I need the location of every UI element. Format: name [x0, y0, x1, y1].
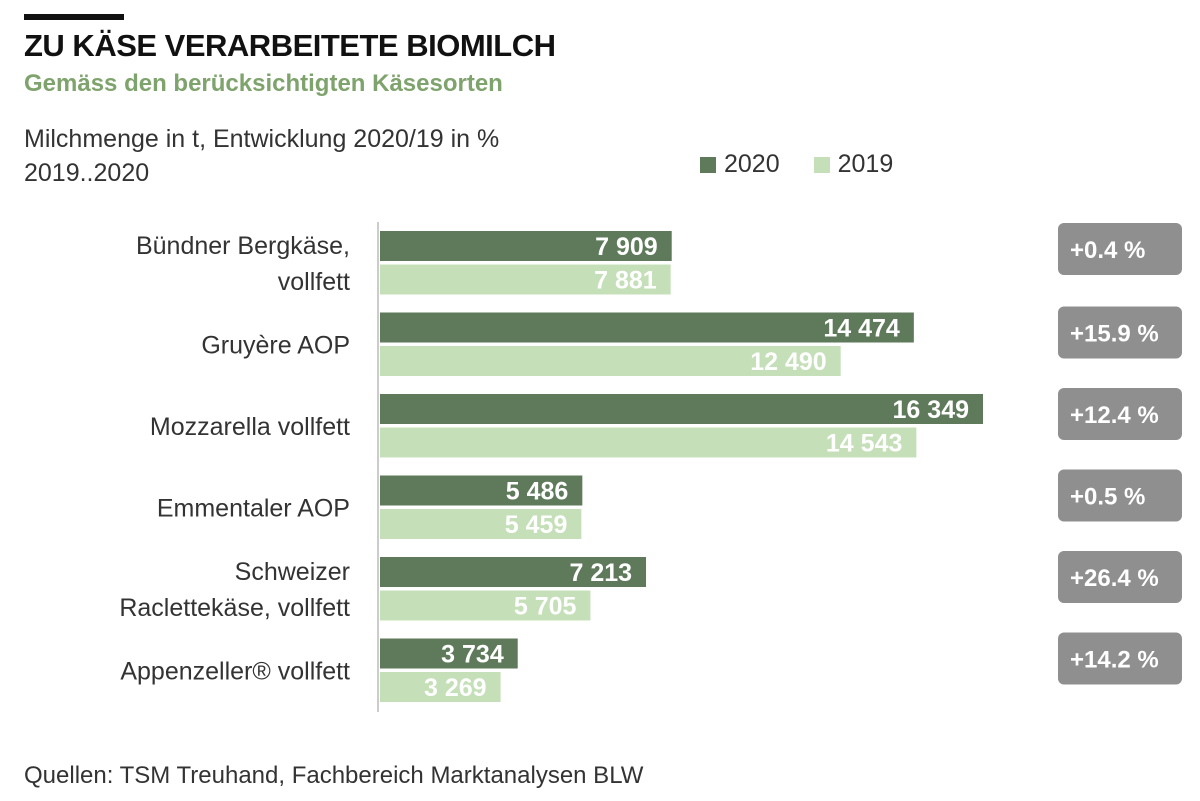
legend-item-2019: 2019 [813, 150, 894, 179]
bar-2019 [380, 672, 501, 702]
bar-value-label: 7 881 [594, 267, 657, 295]
bar-2020 [380, 231, 672, 261]
bar-2020 [380, 557, 647, 587]
change-badge-label: +26.4 % [1070, 565, 1159, 592]
units-note: Milchmenge in t, Entwicklung 2020/19 in … [24, 122, 499, 190]
category-label: Raclettekäse, vollfett [119, 594, 350, 622]
category-label: Gruyère AOP [201, 331, 350, 359]
change-badge-label: +0.5 % [1070, 484, 1145, 511]
units-line-1: Milchmenge in t, Entwicklung 2020/19 in … [24, 125, 500, 153]
bar-value-label: 5 705 [514, 593, 577, 621]
category-label: Mozzarella vollfett [150, 413, 350, 441]
chart-title: ZU KÄSE VERARBEITETE BIOMILCH [24, 28, 556, 63]
bar-value-label: 5 459 [505, 511, 568, 539]
change-badge-label: +15.9 % [1070, 321, 1159, 348]
category-label: Emmentaler AOP [157, 494, 350, 522]
category-label: vollfett [278, 268, 350, 296]
change-badge [1058, 551, 1182, 603]
change-badge-label: +0.4 % [1070, 237, 1145, 264]
bar-value-label: 14 474 [823, 315, 900, 343]
title-accent-bar [24, 14, 124, 20]
change-badge-label: +12.4 % [1070, 402, 1159, 429]
bar-value-label: 3 734 [441, 641, 504, 669]
units-line-2: 2019..2020 [24, 159, 150, 187]
change-badge [1058, 469, 1182, 522]
change-badge [1058, 388, 1182, 440]
bar-2019 [380, 264, 671, 295]
bar-value-label: 14 543 [826, 430, 902, 458]
source-note: Quellen: TSM Treuhand, Fachbereich Markt… [24, 762, 644, 789]
bar-2019 [380, 590, 591, 621]
bar-2019 [380, 346, 841, 376]
bar-2020 [380, 312, 914, 343]
bar-value-label: 12 490 [750, 348, 826, 376]
legend: 2020 2019 [700, 150, 927, 179]
category-label: Appenzeller® vollfett [120, 657, 350, 685]
legend-swatch-2019 [813, 156, 830, 173]
category-label: Schweizer [235, 558, 350, 586]
legend-label-2020: 2020 [724, 150, 780, 178]
bar-2019 [380, 427, 917, 458]
change-badge [1058, 632, 1182, 685]
bar-value-label: 3 269 [424, 674, 487, 702]
change-badge [1058, 223, 1182, 275]
bar-2020 [380, 475, 583, 506]
legend-item-2020: 2020 [700, 150, 780, 179]
change-badge-label: +14.2 % [1070, 647, 1159, 674]
bar-2019 [380, 509, 582, 539]
chart-subtitle: Gemäss den berücksichtigten Käsesorten [24, 70, 503, 97]
legend-label-2019: 2019 [837, 150, 894, 178]
bar-value-label: 5 486 [506, 478, 569, 506]
bar-value-label: 16 349 [893, 396, 969, 424]
change-badge [1058, 306, 1182, 359]
bar-value-label: 7 909 [595, 233, 658, 261]
legend-swatch-2020 [700, 156, 716, 173]
bar-value-label: 7 213 [569, 559, 632, 587]
bar-2020 [380, 394, 983, 424]
category-label: Bündner Bergkäse, [136, 232, 350, 260]
bar-2020 [380, 638, 518, 669]
